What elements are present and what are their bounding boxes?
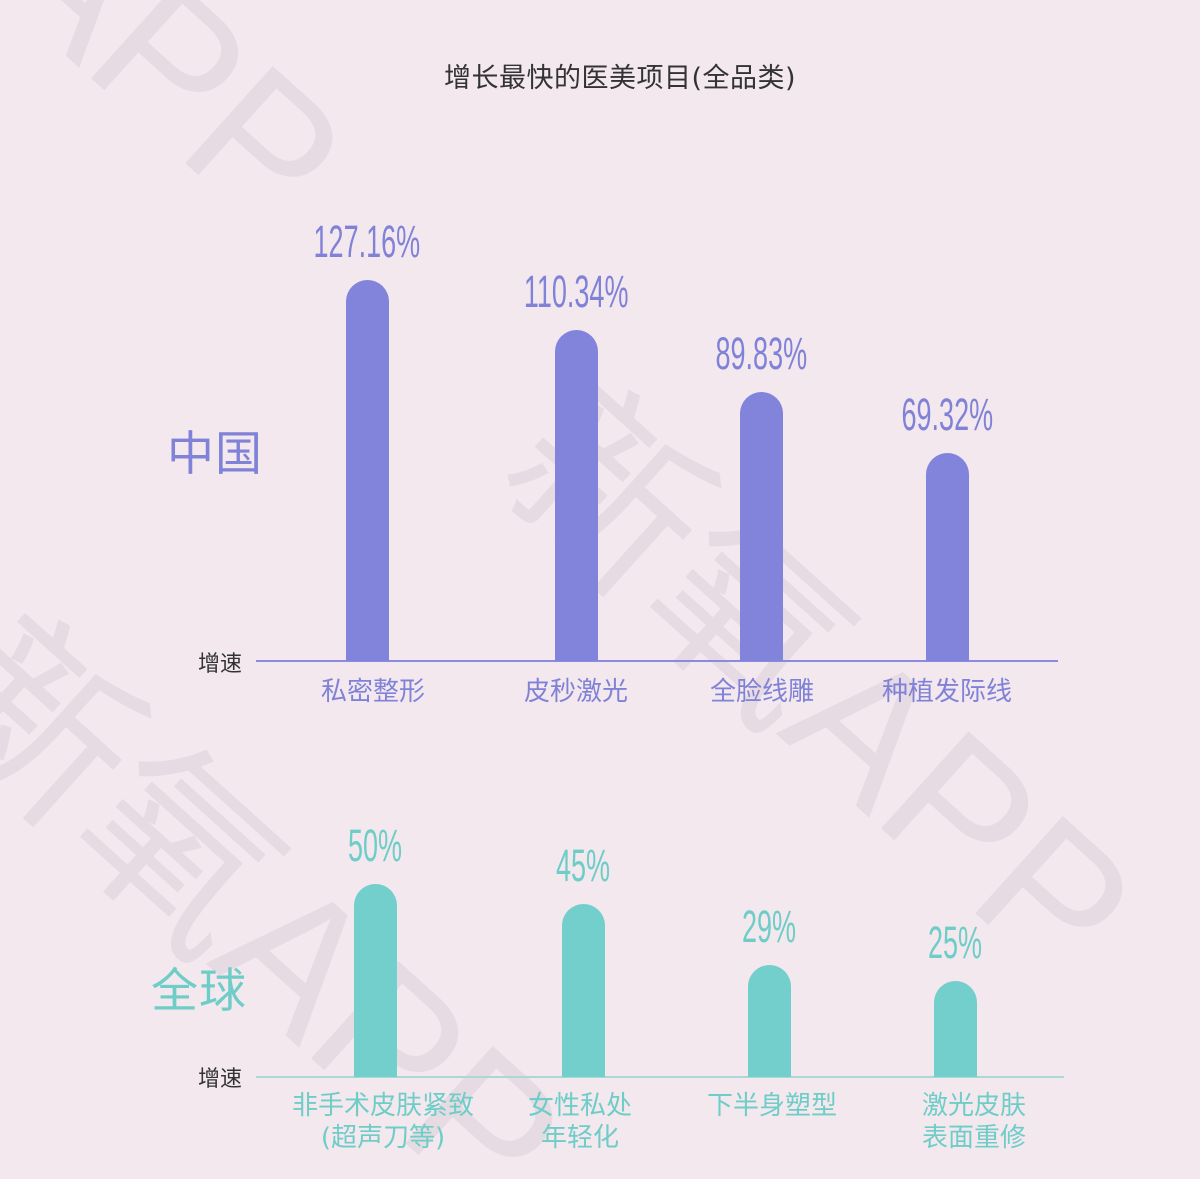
baseline-axis-china	[256, 660, 1058, 662]
category-text-line-1: 非手术皮肤紧致	[291, 1091, 474, 1121]
bar-column-global-3: 29%	[669, 904, 869, 1077]
category-label-global-4: 激光皮肤 表面重修	[854, 1090, 1094, 1154]
category-text: 种植发际线	[881, 677, 1012, 707]
category-text-line-2: 表面重修	[921, 1123, 1026, 1153]
value-label: 25%	[927, 917, 983, 968]
y-axis-label-global: 增速	[198, 1067, 243, 1092]
bar-column-global-2: 45%	[483, 843, 683, 1077]
bar	[933, 981, 977, 1077]
category-label-china-4: 种植发际线	[827, 676, 1067, 708]
chart-title: 增长最快的医美项目(全品类)	[443, 63, 797, 94]
value-label: 45%	[555, 840, 611, 891]
value-label: 110.34%	[523, 266, 629, 317]
category-text-line-2: 年轻化	[540, 1123, 619, 1153]
bar-column-china-2: 110.34%	[476, 269, 676, 661]
bar	[739, 392, 783, 661]
bar-column-china-1: 127.16%	[267, 219, 467, 661]
category-label-global-3: 下半身塑型	[652, 1090, 892, 1122]
category-text-line-1: 下半身塑型	[706, 1091, 837, 1121]
bar-column-global-1: 50%	[275, 823, 475, 1077]
y-axis-label-china: 增速	[198, 652, 243, 677]
bar	[345, 280, 389, 661]
region-label-global: 全球	[151, 964, 247, 1019]
value-label: 50%	[347, 820, 403, 871]
category-text-line-1: 女性私处	[527, 1091, 632, 1121]
value-label: 69.32%	[901, 389, 993, 440]
category-text: 皮秒激光	[523, 677, 628, 707]
bar	[554, 330, 598, 661]
category-label-china-3: 全脸线雕	[642, 676, 882, 708]
category-label-global-1: 非手术皮肤紧致 (超声刀等)	[263, 1090, 503, 1154]
category-label-china-1: 私密整形	[253, 676, 493, 708]
bar	[353, 884, 397, 1077]
value-label: 89.83%	[715, 328, 807, 379]
bar	[561, 904, 605, 1077]
value-label: 127.16%	[313, 216, 421, 267]
category-text: 全脸线雕	[709, 677, 814, 707]
category-text: 私密整形	[320, 677, 425, 707]
bar-column-china-4: 69.32%	[847, 392, 1047, 661]
category-label-global-2: 女性私处 年轻化	[460, 1090, 700, 1154]
category-text-line-2: (超声刀等)	[320, 1123, 446, 1153]
bar	[747, 965, 791, 1077]
category-label-china-2: 皮秒激光	[456, 676, 696, 708]
value-label: 29%	[741, 901, 797, 952]
category-text-line-1: 激光皮肤	[921, 1091, 1026, 1121]
baseline-axis-global	[256, 1076, 1064, 1078]
bar-column-china-3: 89.83%	[661, 331, 861, 661]
bar-column-global-4: 25%	[855, 920, 1055, 1077]
bar	[925, 453, 969, 661]
region-label-china: 中国	[167, 427, 263, 482]
